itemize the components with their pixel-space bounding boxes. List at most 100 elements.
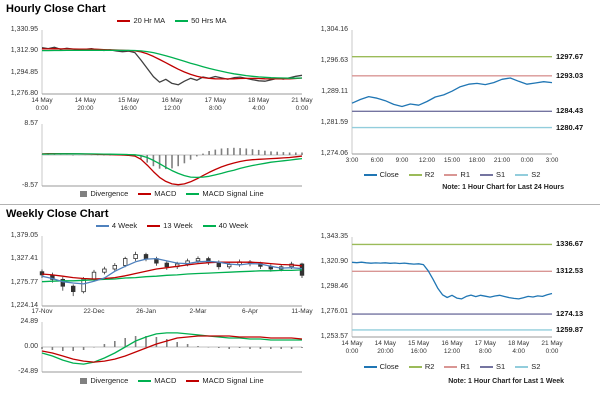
legend-item: S2 [515,170,540,179]
y-tick-label: 1,274.06 [320,150,348,157]
line-marker-icon [480,365,493,368]
y-tick-label: 1,253.57 [320,333,348,340]
legend-label: Close [379,362,399,371]
y-tick-label: 1,281.59 [320,119,348,126]
legend-label: 50 Hrs MA [191,16,227,25]
level-label-r2: 1297.67 [556,51,584,61]
legend-label: S2 [531,170,541,179]
legend-label: R2 [424,362,435,371]
line-marker-icon [408,365,422,368]
level-label-s2: 1259.87 [556,324,584,334]
x-tick-label: 21 May 0:00 [541,340,563,355]
legend-item: Divergence [80,189,128,198]
x-tick-label: 0:00 [520,157,534,164]
line-marker-icon [202,224,216,227]
y-tick-label: 8.57 [24,120,38,127]
legend-item: 50 Hrs MA [175,16,227,25]
line-marker-icon [95,224,109,227]
y-tick-label: 1,330.95 [10,26,38,33]
y-tick-label: 1,289.11 [321,88,348,95]
legend-item: MACD Signal Line [186,376,264,385]
y-tick-label: 24.89 [20,318,38,325]
legend-item: MACD [138,376,176,385]
x-tick-label: 14 May 0:00 [341,340,363,355]
hourly-legend: 20 Hr MA 50 Hrs MA [42,16,302,25]
line-marker-icon [444,173,458,176]
line-marker-icon [444,365,458,368]
line-marker-icon [138,192,152,195]
x-tick-label: 21 May 0:00 [291,97,313,112]
hourly-chart-title: Hourly Close Chart [6,3,106,15]
hourly-sr-legend: Close R2 R1 S1 S2 [340,170,564,179]
x-tick-label: 12:00 [418,157,436,164]
y-tick-label: 1,343.35 [320,233,348,240]
legend-item: R2 [408,170,435,179]
y-tick-label: -24.89 [18,368,38,375]
line-marker-icon [186,192,200,195]
bar-marker-icon [80,190,88,197]
legend-label: R2 [424,170,435,179]
bar-marker-icon [80,377,88,384]
legend-item: 20 Hr MA [117,16,165,25]
y-tick-label: 1,294.85 [10,68,38,76]
x-tick-label: 15:00 [443,157,461,164]
y-tick-label: 0.00 [24,343,38,350]
legend-item: R1 [444,362,470,371]
x-tick-label: 3:00 [345,157,359,164]
weekly-legend: 4 Week 13 Week 40 Week [42,221,302,230]
line-marker-icon [186,379,200,382]
x-tick-label: 15 May 16:00 [407,340,430,355]
weekly-sr-legend: Close R2 R1 S1 S2 [340,362,564,371]
legend-label: MACD [154,376,177,385]
weekly-macd-legend: Divergence MACD MACD Signal Line [42,376,302,385]
legend-label: R1 [460,170,470,179]
x-tick-label: 18:00 [468,157,486,164]
line-marker-icon [117,19,131,22]
y-tick-label: 1,312.90 [10,47,38,55]
legend-item: Divergence [80,376,128,385]
y-tick-label: 1,379.05 [10,232,38,239]
level-label-r1: 1293.03 [556,70,584,80]
x-tick-label: 6:00 [370,157,384,164]
legend-item: R1 [444,170,470,179]
x-tick-label: 17 May 8:00 [474,340,496,355]
line-marker-icon [515,173,529,176]
legend-label: MACD [154,189,177,198]
hourly-macd-legend: Divergence MACD MACD Signal Line [42,189,302,198]
legend-item: MACD [138,189,176,198]
legend-label: Divergence [90,376,129,385]
line-marker-icon [363,173,377,176]
x-tick-label: 14 May 20:00 [374,340,396,355]
y-tick-label: 1,275.77 [10,278,38,286]
legend-label: Close [379,170,399,179]
x-tick-label: 18 May 4:00 [507,340,530,355]
x-tick-label: 14 May 20:00 [74,97,96,112]
x-tick-label: 22-Dec [83,308,105,315]
x-tick-label: 16 May 12:00 [161,97,183,112]
line-marker-icon [363,365,377,368]
legend-label: S1 [496,170,506,179]
legend-item: S1 [480,170,505,179]
x-tick-label: 3:00 [545,157,559,164]
legend-item: 13 Week [147,221,193,230]
legend-item: 40 Week [202,221,249,230]
section-divider [0,204,600,205]
legend-label: R1 [460,362,470,371]
x-tick-label: 21:00 [493,157,511,164]
y-tick-label: 1,327.41 [10,255,38,263]
legend-label: S1 [496,362,506,371]
legend-label: MACD Signal Line [202,376,264,385]
y-tick-label: 1,276.01 [320,308,348,315]
x-tick-label: 6-Apr [242,308,258,315]
legend-label: 4 Week [111,221,138,230]
x-tick-label: 17-Nov [31,308,53,315]
legend-label: 13 Week [163,221,193,230]
x-tick-label: 18 May 4:00 [247,97,270,112]
legend-label: 40 Week [218,221,249,230]
line-marker-icon [147,224,161,227]
line-marker-icon [138,379,152,382]
legend-label: S2 [531,362,541,371]
y-tick-label: 1,320.90 [320,258,348,265]
